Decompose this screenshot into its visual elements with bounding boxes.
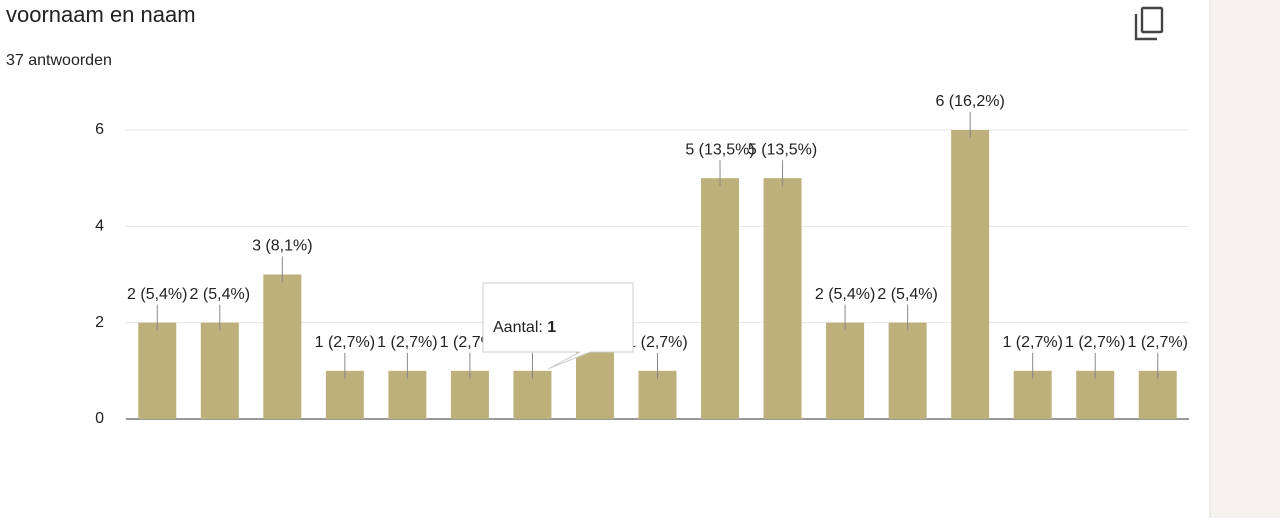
- bar: [1076, 370, 1115, 419]
- bar: [325, 370, 364, 419]
- bar: [200, 322, 239, 419]
- chart-subtitle: 37 antwoorden: [6, 52, 112, 69]
- bar: [638, 370, 677, 419]
- data-label: 1 (2,7%): [1128, 334, 1188, 351]
- y-tick-label: 0: [95, 410, 104, 427]
- data-label: 5 (13,5%): [685, 141, 754, 158]
- bar: [450, 370, 489, 419]
- side-panel: [1210, 0, 1280, 518]
- data-label: 2 (5,4%): [877, 286, 937, 303]
- y-tick-label: 6: [95, 121, 104, 138]
- bar: [263, 274, 302, 419]
- data-label: 1 (2,7%): [1002, 334, 1062, 351]
- tooltip-text: Aantal: 1: [493, 319, 556, 336]
- bar: [763, 178, 802, 419]
- data-label: 2 (5,4%): [127, 286, 187, 303]
- bar: [388, 370, 427, 419]
- bar: [1013, 370, 1052, 419]
- tooltip-label: Aantal:: [493, 319, 543, 336]
- tooltip-box: [482, 282, 634, 370]
- data-label: 6 (16,2%): [935, 93, 1004, 110]
- tooltip: Aantal: 1: [482, 282, 634, 370]
- data-label: 2 (5,4%): [190, 286, 250, 303]
- bar: [951, 130, 990, 419]
- data-label: 3 (8,1%): [252, 238, 312, 255]
- bar: [888, 322, 927, 419]
- bar: [513, 370, 552, 419]
- data-label: 2 (5,4%): [815, 286, 875, 303]
- data-label: 1 (2,7%): [377, 334, 437, 351]
- data-label: 1 (2,7%): [315, 334, 375, 351]
- data-label: 1 (2,7%): [627, 334, 687, 351]
- bar: [701, 178, 740, 419]
- bar: [826, 322, 865, 419]
- y-tick-label: 4: [95, 218, 104, 235]
- tooltip-value: 1: [547, 319, 556, 336]
- y-tick-label: 2: [95, 314, 104, 331]
- data-label: 1 (2,7%): [1065, 334, 1125, 351]
- data-label: 5 (13,5%): [748, 141, 817, 158]
- bar: [1138, 370, 1177, 419]
- bar: [138, 322, 177, 419]
- copy-icon[interactable]: [1134, 6, 1164, 41]
- chart-title: voornaam en naam: [6, 2, 196, 27]
